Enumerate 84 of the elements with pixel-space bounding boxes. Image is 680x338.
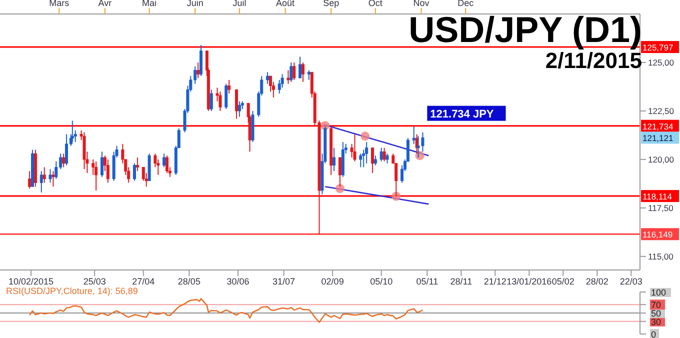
candlestick [359,153,362,168]
x2-tick-label: Mars [49,0,70,8]
y-tick-label: 120,00 [648,154,674,164]
text: 121,121 [642,133,674,144]
y-tick-label: 0 [651,330,656,338]
x-tick-label: 05/02 [552,276,574,286]
ref-line-label: 116,149 [642,230,673,240]
y-tick-label: 70 [651,300,662,310]
candlestick [353,134,356,162]
ref-line-label: 121,734 [642,121,674,132]
text: 2/11/2015 [544,48,642,73]
y-tick-label: 30 [651,316,662,327]
x2-tick-label: Dec [458,0,474,8]
point [392,192,401,201]
x-tick-label: 05/11 [416,276,438,286]
candlestick [286,70,290,84]
point [335,184,344,194]
y-tick-label: 122,50 [648,106,674,116]
x-tick-label: 21/12 [484,276,506,286]
chart-title: RSI(USD/JPY,Cloture, 14): 56,89 [6,286,138,296]
candlestick [94,160,98,191]
chart-title: USD/JPY (D1) [408,9,642,50]
x-tick-label: 22/03 [620,276,642,286]
candlestick [210,89,213,112]
candlestick [62,153,66,168]
annotation: 121.734 JPY [430,108,494,120]
candlestick [365,142,368,164]
candlestick [292,62,296,80]
x-tick-label: 13/01/2016 [506,276,552,286]
candlestick [54,160,58,180]
x2-tick-label: Oct [368,0,383,8]
candlestick [48,168,52,184]
candlestick [40,170,43,193]
candlestick [136,157,139,172]
candlestick [166,155,169,174]
x-tick-label: 05/10 [370,276,393,286]
ref-line-label: 118,114 [642,192,672,202]
candlestick [238,100,241,118]
candlestick [382,147,386,162]
x-tick-label: 28/05 [178,276,200,286]
y-tick-label: 115,00 [648,251,674,262]
ref-line-label: 125,797 [642,42,674,53]
candlestick [302,62,304,82]
candlestick [162,153,166,168]
candlestick [298,56,302,78]
y-tick-label: 50 [651,308,662,318]
line-series [28,298,424,323]
x-tick-label: 30/06 [226,276,250,286]
y-tick-label: 117,50 [648,202,674,213]
candlestick [386,153,389,164]
x-tick-label: 25/03 [83,276,106,286]
point [360,132,370,141]
candlestick [307,70,310,80]
candlestick [82,132,86,170]
candlestick [332,147,336,172]
candlestick [42,166,46,184]
candlestick [290,62,293,82]
y-tick-label: 100 [651,288,666,298]
candlestick [370,147,374,174]
x-tick-label: 28/02 [586,276,608,286]
candlestick [228,79,231,94]
candlestick [196,62,200,78]
candlestick [266,72,270,84]
x-tick-label: 28/11 [450,276,472,286]
x2-tick-label: Nov [413,0,430,8]
x-tick-label: 02/09 [321,276,344,286]
candlestick [28,170,32,190]
candlestick [224,83,228,110]
candlestick [218,91,222,112]
x-tick-label: 27/04 [132,276,155,286]
candlestick [200,44,203,77]
candlestick [52,170,55,188]
x2-tick-label: Avr [98,0,112,8]
candlestick [106,158,110,184]
candlestick [100,151,104,178]
candlestick [65,134,68,166]
candlestick [338,157,342,188]
candlestick [133,162,136,182]
x-tick-label: 31/07 [272,276,296,286]
candlestick [374,155,377,166]
x-tick-label: 10/02/2015 [8,276,54,286]
y-tick-label: 125,00 [648,58,674,68]
x2-tick-label: Sep [323,0,340,8]
candlestick [234,89,238,120]
